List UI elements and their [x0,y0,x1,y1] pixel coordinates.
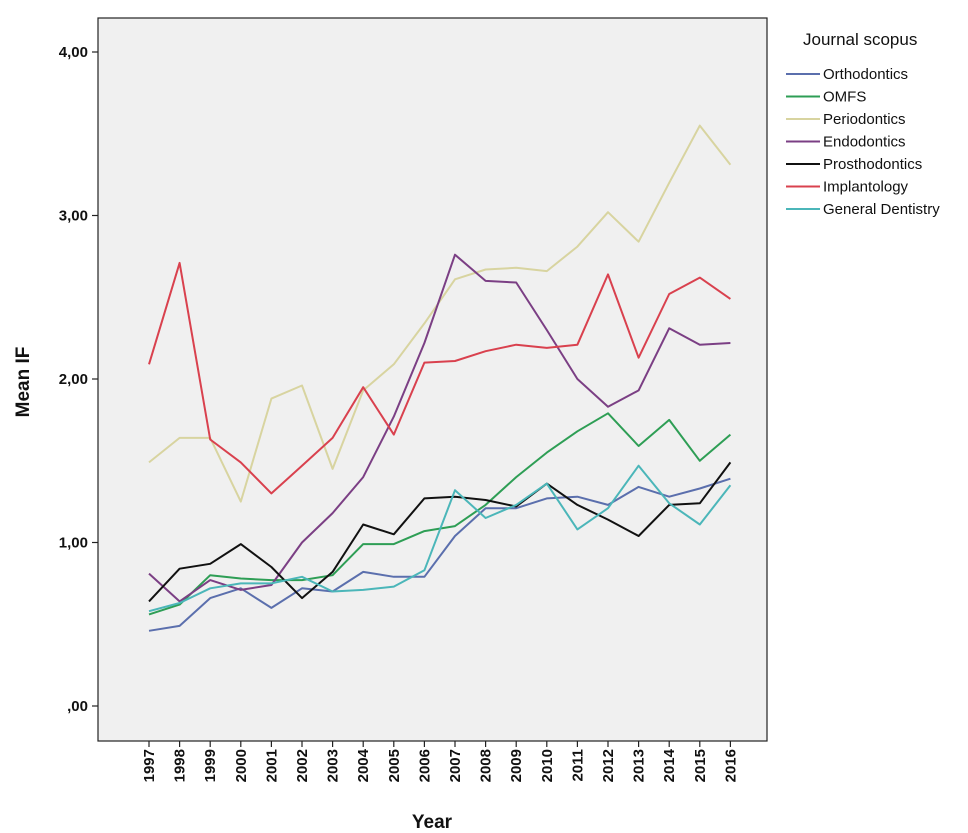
x-tick-label: 2016 [722,749,739,782]
x-tick-label: 2011 [569,749,586,782]
legend-label: Periodontics [823,111,906,128]
y-tick-label: 4,00 [59,44,88,61]
x-tick-label: 2006 [416,749,433,782]
legend-label: Prosthodontics [823,156,922,173]
y-tick-label: ,00 [67,698,88,715]
x-axis-title: Year [412,812,453,833]
plot-background [98,18,767,741]
legend-label: Orthodontics [823,66,908,83]
x-tick-label: 2010 [539,749,556,782]
x-tick-label: 2001 [263,749,280,782]
x-tick-label: 2000 [233,749,250,782]
x-tick-label: 2014 [661,748,678,782]
y-axis-title: Mean IF [13,347,34,418]
x-tick-label: 2009 [508,749,525,782]
x-tick-label: 2003 [325,749,342,782]
x-tick-label: 2013 [631,749,648,782]
x-tick-label: 1999 [202,749,219,782]
y-tick-label: 3,00 [59,208,88,225]
legend-label: Endodontics [823,134,906,151]
x-tick-label: 2008 [478,749,495,782]
legend-label: General Dentistry [823,201,940,218]
x-tick-label: 2004 [355,748,372,782]
legend-label: Implantology [823,179,909,196]
x-tick-label: 2002 [294,749,311,782]
x-tick-label: 2007 [447,749,464,782]
x-tick-label: 1997 [141,749,158,782]
x-tick-label: 2015 [692,749,709,782]
legend-title: Journal scopus [803,30,917,49]
legend-label: OMFS [823,89,866,106]
y-tick-label: 2,00 [59,371,88,388]
x-tick-label: 1998 [172,749,189,782]
y-tick-label: 1,00 [59,535,88,552]
legend: Journal scopus Orthodontics OMFS Periodont… [786,30,940,218]
x-tick-label: 2012 [600,749,617,782]
x-axis: 1997 1998 1999 2000 2001 2002 2003 2004 2005 2006… [141,741,739,782]
y-axis: ,00 1,00 2,00 3,00 4,00 [59,44,98,715]
x-tick-label: 2005 [386,749,403,782]
